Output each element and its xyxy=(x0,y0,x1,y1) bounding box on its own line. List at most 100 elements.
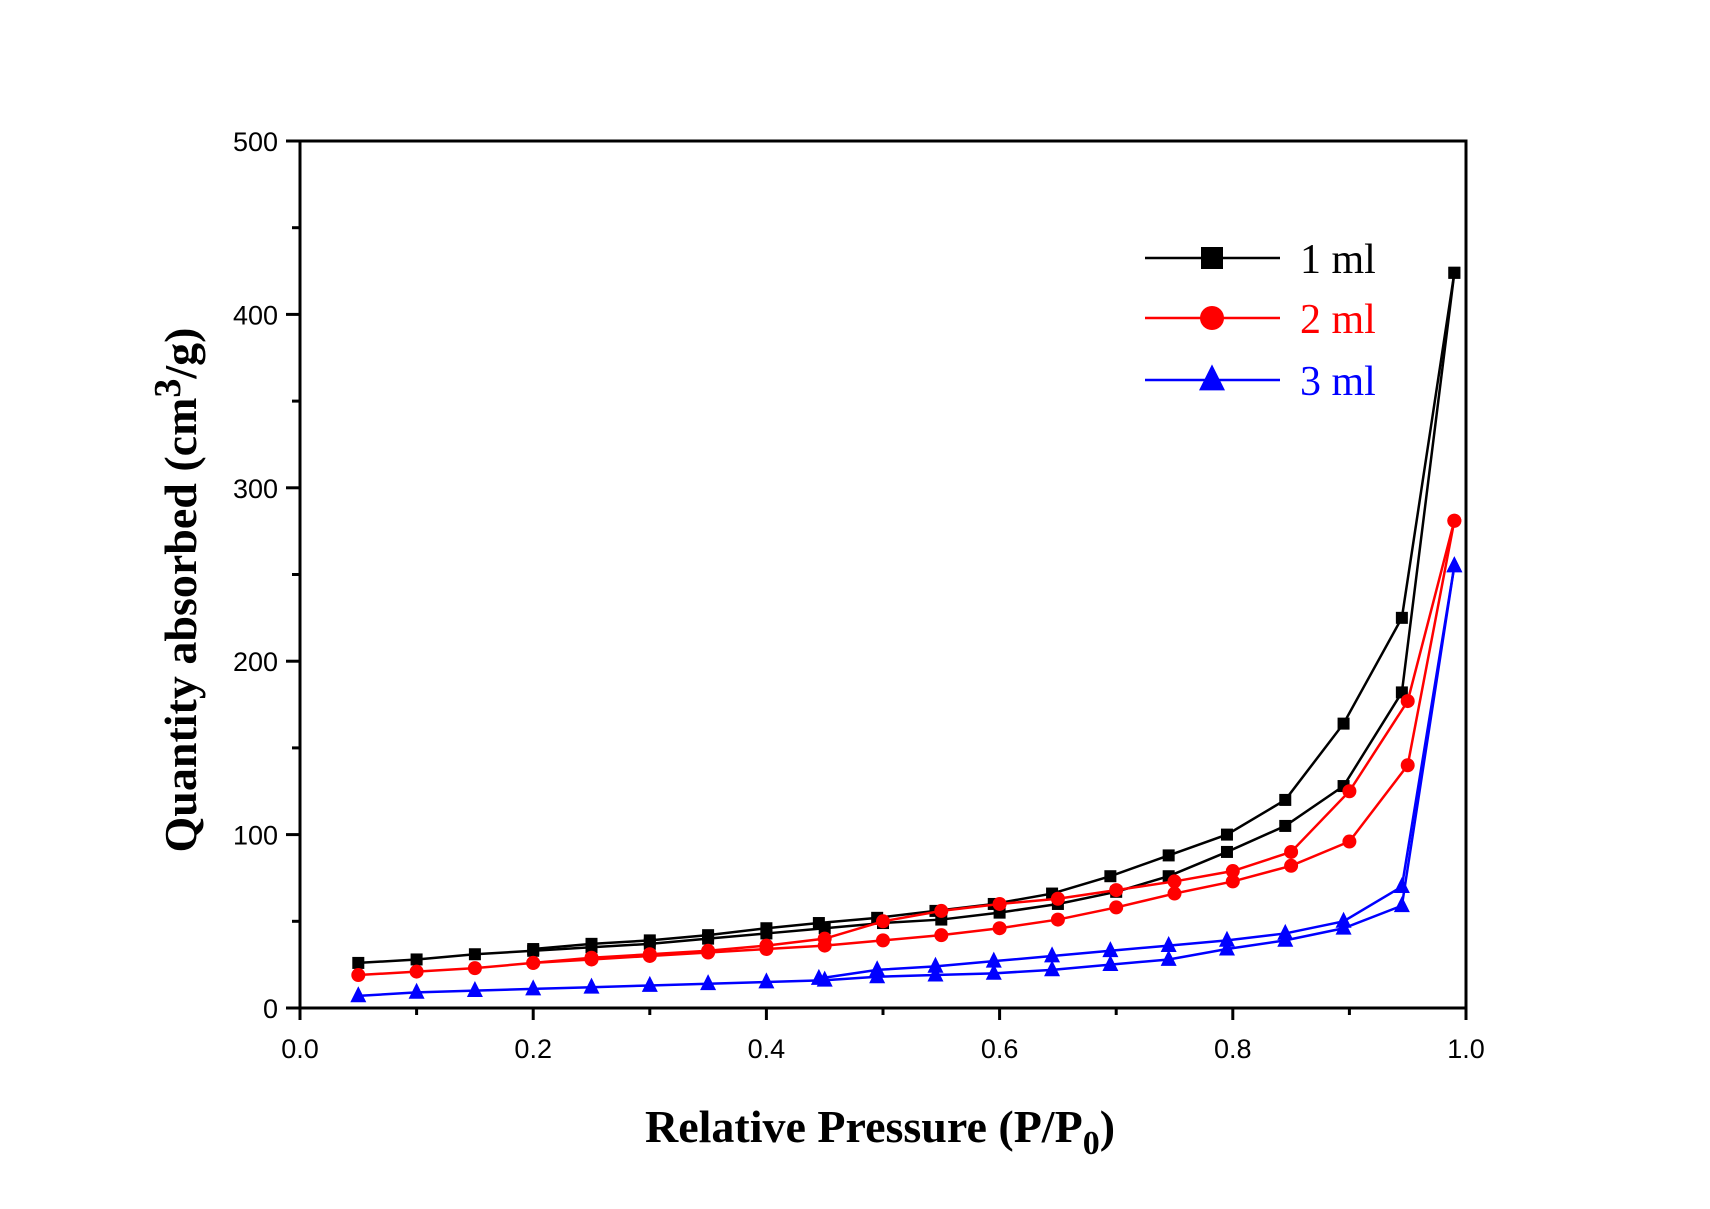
data-point-circle xyxy=(1284,858,1299,873)
data-point-triangle xyxy=(1160,935,1177,952)
data-point-square xyxy=(812,917,825,930)
data-point-triangle xyxy=(1199,364,1225,391)
adsorption-line xyxy=(358,565,1456,998)
data-point-square xyxy=(585,937,598,950)
y-axis-title-superscript: 3 xyxy=(147,379,189,398)
data-point-square xyxy=(1279,793,1292,806)
x-axis-title: Relative Pressure (P/P0) xyxy=(645,1101,1115,1162)
data-point-circle xyxy=(1342,834,1357,849)
data-point-square xyxy=(1162,849,1175,862)
x-axis-title-close: ) xyxy=(1100,1101,1115,1152)
data-point-circle xyxy=(1225,864,1240,879)
x-axis-title-subscript: 0 xyxy=(1083,1125,1100,1162)
data-point-circle xyxy=(934,928,949,943)
data-point-circle xyxy=(817,931,832,946)
data-point-square xyxy=(468,948,481,961)
desorption-line xyxy=(818,565,1456,980)
x-tick-label: 0.8 xyxy=(1214,1034,1252,1064)
data-point-circle xyxy=(701,943,716,958)
data-point-circle xyxy=(1284,844,1299,859)
data-point-circle xyxy=(1447,513,1462,528)
data-point-square xyxy=(1201,247,1223,269)
series-layer xyxy=(350,266,1463,1003)
data-point-triangle xyxy=(1160,949,1177,966)
adsorption-line xyxy=(358,520,1456,977)
data-point-triangle xyxy=(869,960,886,977)
plot-border xyxy=(298,139,1468,1010)
data-point-triangle xyxy=(758,972,775,989)
data-point-circle xyxy=(1167,886,1182,901)
data-point-square xyxy=(643,934,656,947)
data-point-circle xyxy=(1400,694,1415,709)
data-point-triangle xyxy=(1102,955,1119,972)
data-point-circle xyxy=(467,961,482,976)
data-point-triangle xyxy=(1218,939,1235,956)
data-point-circle xyxy=(1109,883,1124,898)
legend-item: 3 ml xyxy=(1145,359,1376,405)
data-point-circle xyxy=(1167,874,1182,889)
y-tick-label: 300 xyxy=(233,474,278,504)
data-point-square xyxy=(1220,845,1233,858)
data-point-circle xyxy=(1109,900,1124,915)
data-point-circle xyxy=(351,968,366,983)
data-point-triangle xyxy=(1102,941,1119,958)
data-point-triangle xyxy=(1277,923,1294,940)
data-point-square xyxy=(1220,828,1233,841)
y-tick-label: 500 xyxy=(233,127,278,157)
y-axis-ticks: 0 100 200 300 400 500 xyxy=(233,127,300,1024)
legend-item: 2 ml xyxy=(1145,297,1376,343)
data-point-triangle xyxy=(700,974,717,991)
data-point-triangle xyxy=(641,975,658,992)
data-point-circle xyxy=(876,914,890,929)
data-point-square xyxy=(1448,266,1461,279)
data-point-circle xyxy=(526,955,541,970)
data-point-square xyxy=(410,953,423,966)
data-point-circle xyxy=(934,903,949,918)
adsorption-line xyxy=(358,272,1456,965)
data-point-circle xyxy=(992,921,1007,936)
data-point-circle xyxy=(1200,306,1224,330)
data-point-triangle xyxy=(1044,946,1061,963)
y-axis-title-close: /g) xyxy=(155,327,206,379)
data-point-triangle xyxy=(466,981,483,998)
data-point-triangle xyxy=(1044,960,1061,977)
x-tick-label: 0.4 xyxy=(748,1034,786,1064)
x-axis-ticks: 0.0 0.2 0.4 0.6 0.8 1.0 xyxy=(281,1008,1485,1064)
data-point-triangle xyxy=(1335,911,1352,928)
legend-label: 3 ml xyxy=(1300,359,1376,405)
y-tick-label: 400 xyxy=(233,300,278,330)
x-tick-label: 0.2 xyxy=(514,1034,552,1064)
data-point-square xyxy=(760,922,773,935)
data-point-square xyxy=(352,956,365,969)
data-point-circle xyxy=(409,964,424,979)
data-point-triangle xyxy=(1393,896,1410,913)
legend-item: 1 ml xyxy=(1145,237,1376,283)
legend-label: 1 ml xyxy=(1300,237,1376,283)
data-point-triangle xyxy=(927,956,944,973)
data-point-circle xyxy=(759,938,774,953)
data-point-triangle xyxy=(810,968,827,985)
data-point-triangle xyxy=(583,977,600,994)
data-point-circle xyxy=(1050,912,1065,927)
data-point-square xyxy=(1337,717,1350,730)
data-point-square xyxy=(1104,870,1117,883)
y-axis-title: Quantity absorbed (cm3/g) xyxy=(147,327,206,852)
legend-label: 2 ml xyxy=(1300,297,1376,343)
data-point-circle xyxy=(1342,784,1357,799)
data-point-triangle xyxy=(985,963,1002,980)
data-point-square xyxy=(1395,611,1408,624)
data-point-triangle xyxy=(1446,556,1463,573)
plot-frame xyxy=(298,139,1468,1010)
data-point-circle xyxy=(992,896,1007,911)
data-point-square xyxy=(702,929,715,942)
x-axis-title-main: Relative Pressure (P/P xyxy=(645,1101,1083,1152)
series-2-ml xyxy=(351,513,1462,983)
data-point-circle xyxy=(1225,874,1240,889)
x-tick-label: 0.6 xyxy=(981,1034,1019,1064)
data-point-square xyxy=(527,943,540,956)
y-tick-label: 100 xyxy=(233,821,278,851)
data-point-triangle xyxy=(525,979,542,996)
data-point-square xyxy=(1279,819,1292,832)
desorption-line xyxy=(533,520,1456,965)
